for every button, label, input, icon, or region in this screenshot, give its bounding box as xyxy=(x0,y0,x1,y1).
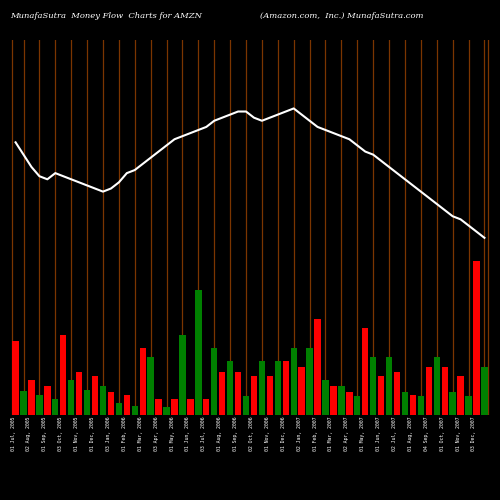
Bar xyxy=(466,396,471,415)
Bar xyxy=(338,386,344,415)
Bar xyxy=(266,376,273,415)
Text: (Amazon.com,  Inc.) MunafaSutra.com: (Amazon.com, Inc.) MunafaSutra.com xyxy=(260,12,424,20)
Bar xyxy=(274,362,281,415)
Text: MunafaSutra  Money Flow  Charts for AMZN: MunafaSutra Money Flow Charts for AMZN xyxy=(10,12,202,20)
Bar xyxy=(28,380,34,415)
Bar xyxy=(450,392,456,415)
Bar xyxy=(370,358,376,415)
Bar xyxy=(227,362,234,415)
Bar xyxy=(20,391,26,415)
Bar xyxy=(60,334,66,415)
Bar xyxy=(290,348,297,415)
Bar xyxy=(434,358,440,415)
Bar xyxy=(298,367,305,415)
Bar xyxy=(458,376,464,415)
Bar xyxy=(219,372,226,415)
Bar xyxy=(84,390,90,415)
Bar xyxy=(180,334,186,415)
Bar xyxy=(282,362,289,415)
Bar xyxy=(474,261,480,415)
Bar xyxy=(108,392,114,415)
Bar xyxy=(394,372,400,415)
Bar xyxy=(354,396,360,415)
Bar xyxy=(258,362,265,415)
Bar xyxy=(442,367,448,415)
Bar xyxy=(322,380,328,415)
Bar xyxy=(164,407,170,415)
Bar xyxy=(346,392,352,415)
Bar xyxy=(314,318,320,415)
Bar xyxy=(92,376,98,415)
Bar xyxy=(12,342,18,415)
Bar xyxy=(187,399,194,415)
Bar xyxy=(44,386,51,415)
Bar xyxy=(235,372,242,415)
Bar xyxy=(378,376,384,415)
Bar xyxy=(386,358,392,415)
Bar xyxy=(36,395,43,415)
Bar xyxy=(68,380,74,415)
Bar xyxy=(211,348,218,415)
Bar xyxy=(362,328,368,415)
Bar xyxy=(402,392,408,415)
Bar xyxy=(172,399,177,415)
Bar xyxy=(148,358,154,415)
Bar xyxy=(124,395,130,415)
Bar xyxy=(306,348,313,415)
Bar xyxy=(418,396,424,415)
Bar xyxy=(132,406,138,415)
Bar xyxy=(195,290,202,415)
Bar xyxy=(482,367,488,415)
Bar xyxy=(243,396,249,415)
Bar xyxy=(116,403,122,415)
Bar xyxy=(410,395,416,415)
Bar xyxy=(426,367,432,415)
Bar xyxy=(330,386,336,415)
Bar xyxy=(100,386,106,415)
Bar xyxy=(251,376,257,415)
Bar xyxy=(76,372,82,415)
Bar xyxy=(52,399,59,415)
Bar xyxy=(140,348,146,415)
Bar xyxy=(203,399,209,415)
Bar xyxy=(156,399,162,415)
